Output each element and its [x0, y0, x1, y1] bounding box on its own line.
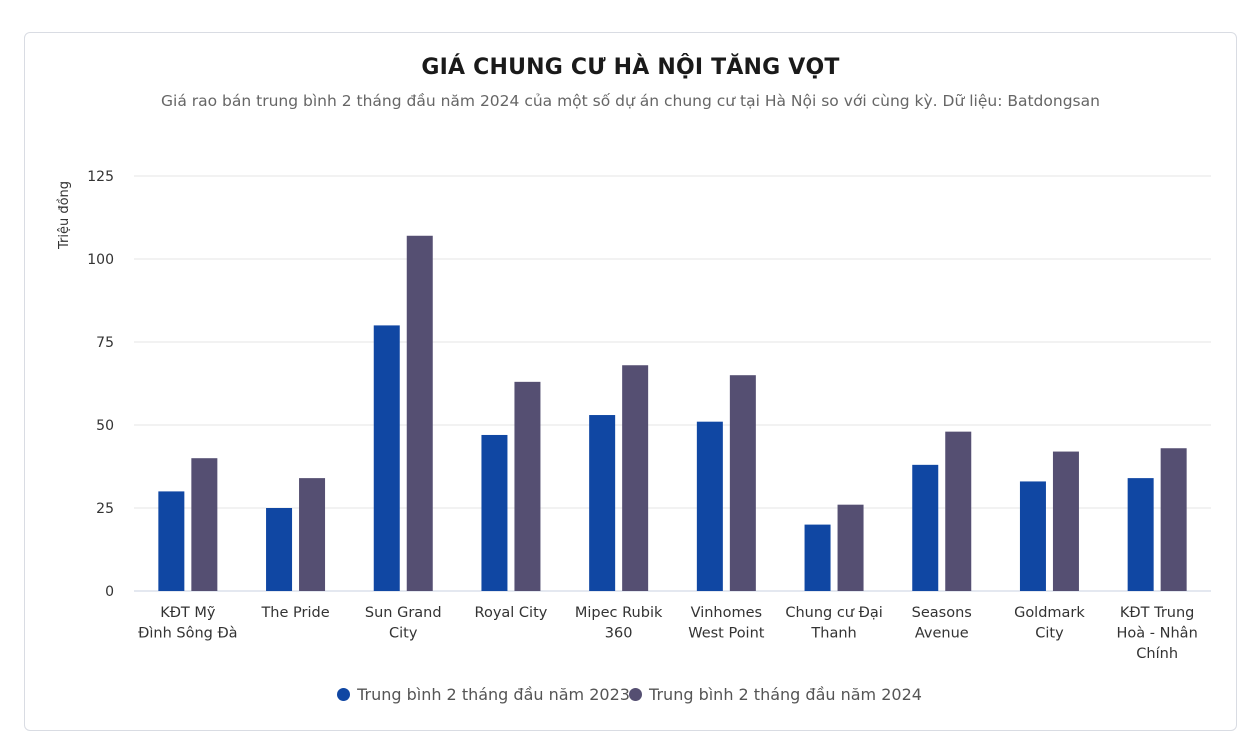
bar-2024 — [1052, 451, 1079, 591]
bar-2023 — [481, 434, 508, 591]
bar-2023 — [804, 524, 831, 591]
bar-2023 — [266, 508, 293, 591]
x-tick-label: Hoà - Nhân — [1117, 626, 1198, 642]
chart-title: GIÁ CHUNG CƯ HÀ NỘI TĂNG VỌT — [421, 55, 840, 80]
legend-marker-2023 — [337, 688, 351, 701]
legend-marker-2024 — [629, 688, 643, 701]
legend-item-2024[interactable]: Trung bình 2 tháng đầu năm 2024 — [629, 685, 922, 704]
x-tick-label: West Point — [688, 626, 765, 642]
bar-2023 — [589, 415, 616, 591]
bar-2023 — [373, 325, 400, 591]
y-axis-label: Triệu đồng — [57, 181, 72, 250]
legend: Trung bình 2 tháng đầu năm 2023 Trung bì… — [0, 684, 1259, 704]
y-tick-label: 75 — [96, 335, 114, 351]
x-tick-label: KĐT Mỹ — [160, 605, 216, 621]
x-tick-label: City — [389, 626, 418, 642]
bar-2024 — [514, 381, 541, 591]
bar-2023 — [696, 421, 723, 591]
legend-label-2024: Trung bình 2 tháng đầu năm 2024 — [649, 685, 922, 704]
legend-label-2023: Trung bình 2 tháng đầu năm 2023 — [357, 685, 630, 704]
bar-2024 — [837, 504, 864, 591]
legend-item-2023[interactable]: Trung bình 2 tháng đầu năm 2023 — [337, 685, 630, 704]
x-tick-label: City — [1035, 626, 1064, 642]
x-tick-label: Goldmark — [1014, 605, 1085, 621]
bar-2023 — [158, 491, 185, 591]
x-tick-label: Royal City — [475, 605, 548, 621]
bar-2024 — [191, 458, 218, 591]
bar-2024 — [622, 365, 649, 591]
y-tick-label: 50 — [96, 418, 114, 434]
y-tick-label: 125 — [87, 169, 114, 185]
x-tick-label: Thanh — [810, 626, 856, 642]
bar-2024 — [729, 375, 756, 591]
x-tick-label: Chung cư Đại — [785, 605, 882, 621]
bar-2024 — [1160, 448, 1187, 591]
x-tick-label: Sun Grand — [365, 605, 442, 621]
bar-2023 — [1019, 481, 1046, 591]
bar-2023 — [1127, 478, 1154, 591]
x-tick-label: Đình Sông Đà — [138, 626, 237, 642]
x-tick-label: Avenue — [915, 626, 969, 642]
x-tick-label: Chính — [1136, 646, 1178, 662]
y-tick-label: 25 — [96, 501, 114, 517]
y-tick-label: 100 — [87, 252, 114, 268]
bar-2024 — [299, 478, 326, 591]
x-tick-label: Mipec Rubik — [575, 605, 663, 621]
bar-2023 — [912, 464, 939, 591]
x-tick-label: The Pride — [260, 605, 329, 621]
y-tick-label: 0 — [105, 584, 114, 600]
x-tick-label: Vinhomes — [691, 605, 762, 621]
chart-subtitle: Giá rao bán trung bình 2 tháng đầu năm 2… — [161, 92, 1100, 110]
x-tick-label: Seasons — [912, 605, 972, 621]
x-tick-label: KĐT Trung — [1120, 605, 1194, 621]
bar-2024 — [406, 235, 433, 591]
x-tick-label: 360 — [605, 626, 633, 642]
bar-2024 — [945, 431, 972, 591]
